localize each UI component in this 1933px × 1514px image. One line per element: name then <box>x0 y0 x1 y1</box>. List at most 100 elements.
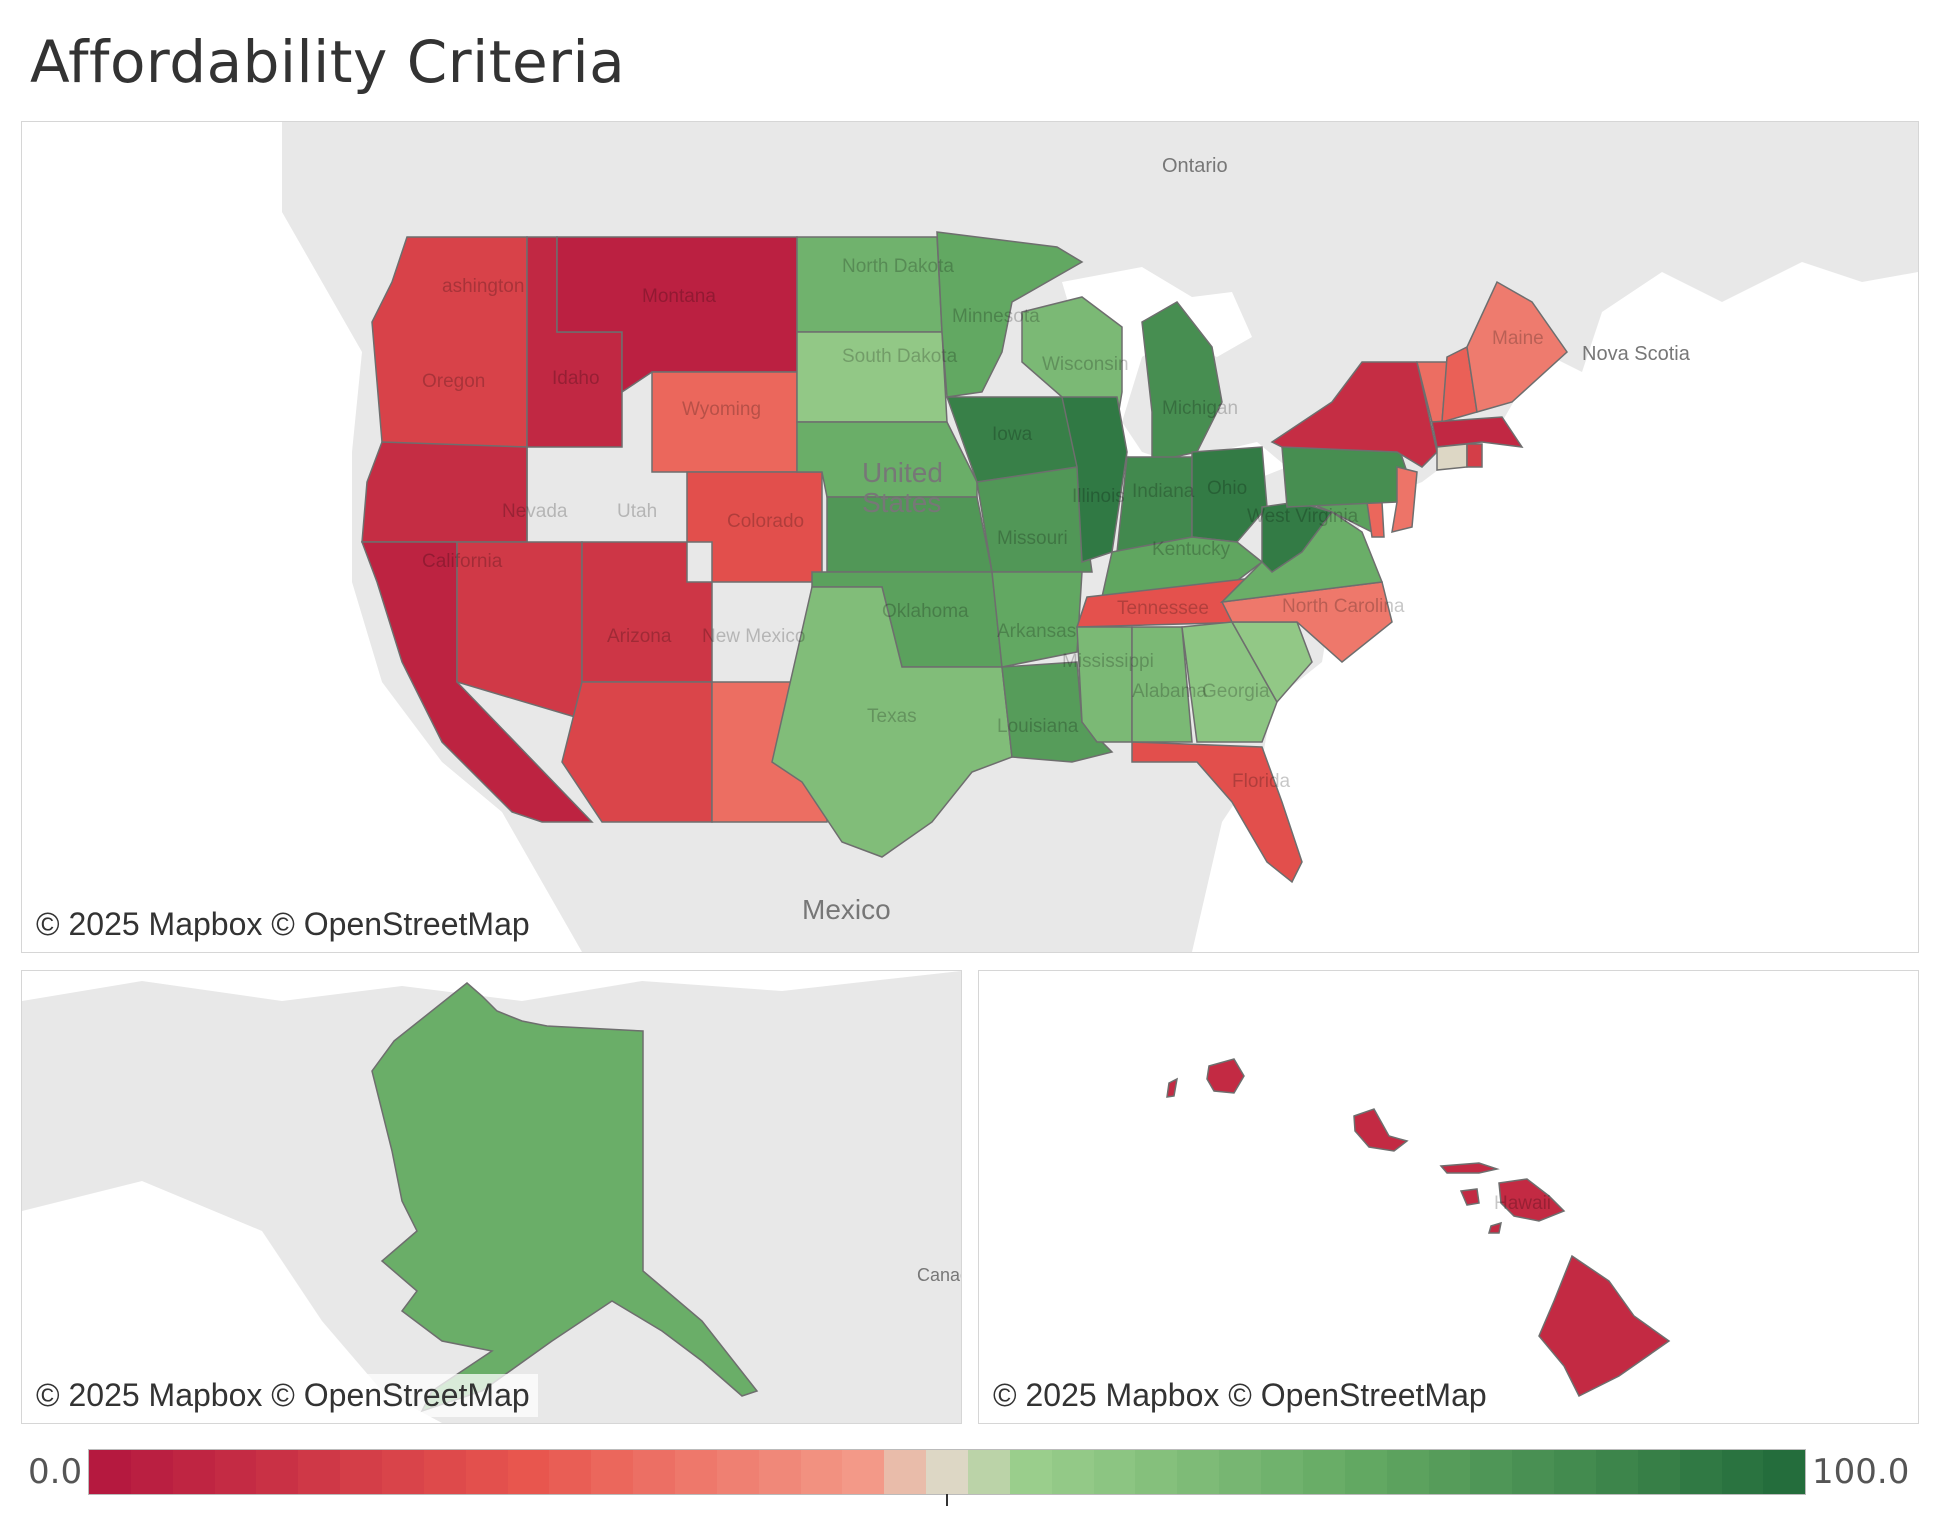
legend-step <box>507 1450 550 1494</box>
legend-step <box>1177 1450 1220 1494</box>
legend-step <box>340 1450 383 1494</box>
label-south-dakota: South Dakota <box>842 346 958 367</box>
basemap-label-nova-scotia: Nova Scotia <box>1582 343 1691 365</box>
legend-step <box>800 1450 843 1494</box>
color-legend-bar[interactable] <box>88 1449 1806 1495</box>
legend-step <box>968 1450 1010 1494</box>
state-georgia[interactable] <box>1181 621 1278 743</box>
legend-step <box>1428 1450 1471 1494</box>
label-north-carolina: North Carolina <box>1282 596 1405 617</box>
state-new-jersey[interactable] <box>1391 466 1418 534</box>
legend-step <box>172 1450 215 1494</box>
state-alabama[interactable] <box>1131 626 1193 743</box>
state-arizona[interactable] <box>561 681 713 823</box>
state-alaska[interactable] <box>371 982 759 1413</box>
legend-midpoint-tick <box>946 1494 948 1506</box>
legend-step <box>1512 1450 1555 1494</box>
label-idaho: Idaho <box>552 368 600 389</box>
label-wisconsin: Wisconsin <box>1042 354 1129 375</box>
state-hawaii-kauai[interactable] <box>1206 1058 1245 1094</box>
label-tennessee: Tennessee <box>1117 598 1209 619</box>
label-michigan: Michigan <box>1162 398 1238 419</box>
legend-step <box>716 1450 759 1494</box>
state-hawaii-molokai[interactable] <box>1439 1162 1500 1174</box>
label-arkansas: Arkansas <box>997 621 1076 642</box>
label-washington: ashington <box>442 276 524 297</box>
legend-step <box>1302 1450 1345 1494</box>
legend-step <box>549 1450 592 1494</box>
label-nevada: Nevada <box>502 501 568 522</box>
legend-step <box>1261 1450 1303 1494</box>
state-michigan[interactable] <box>1141 301 1223 463</box>
label-louisiana: Louisiana <box>997 716 1079 737</box>
legend-step <box>884 1450 927 1494</box>
state-maine[interactable] <box>1466 280 1568 413</box>
legend-step <box>1679 1450 1722 1494</box>
state-labels: ashington Oregon California Idaho Nevada… <box>422 256 1544 792</box>
label-north-dakota: North Dakota <box>842 256 954 277</box>
label-oklahoma: Oklahoma <box>882 601 969 622</box>
state-arkansas[interactable] <box>991 571 1083 668</box>
label-hawaii: Hawaii <box>1494 1193 1551 1214</box>
state-texas[interactable] <box>771 586 1013 858</box>
map-attribution-hawaii[interactable]: © 2025 Mapbox © OpenStreetMap <box>985 1374 1495 1417</box>
state-connecticut[interactable] <box>1436 443 1468 471</box>
state-missouri[interactable] <box>976 466 1093 573</box>
label-kentucky: Kentucky <box>1152 539 1231 560</box>
label-texas: Texas <box>867 706 917 727</box>
state-florida[interactable] <box>1131 741 1303 884</box>
state-massachusetts[interactable] <box>1431 416 1524 448</box>
label-wyoming: Wyoming <box>682 399 761 420</box>
label-utah: Utah <box>617 501 657 522</box>
state-hawaii-big-island[interactable] <box>1538 1254 1671 1398</box>
map-attribution-alaska[interactable]: © 2025 Mapbox © OpenStreetMap <box>28 1374 538 1417</box>
legend-step <box>1344 1450 1387 1494</box>
label-west-virginia: West Virginia <box>1247 506 1359 527</box>
state-hawaii-lanai[interactable] <box>1459 1188 1480 1206</box>
label-mississippi: Mississippi <box>1062 651 1154 672</box>
label-florida: Florida <box>1232 771 1291 792</box>
legend-step <box>758 1450 801 1494</box>
hawaii-map[interactable]: Hawaii © 2025 Mapbox © OpenStreetMap <box>978 970 1919 1424</box>
label-iowa: Iowa <box>992 424 1033 445</box>
label-oregon: Oregon <box>422 371 485 392</box>
state-delaware[interactable] <box>1366 501 1385 538</box>
state-louisiana[interactable] <box>1001 661 1114 763</box>
contiguous-us-map[interactable]: ashington Oregon California Idaho Nevada… <box>21 121 1919 953</box>
us-map-canvas: ashington Oregon California Idaho Nevada… <box>282 122 1918 952</box>
label-new-mexico: New Mexico <box>702 626 805 647</box>
legend-step <box>423 1450 466 1494</box>
state-rhode-island[interactable] <box>1466 443 1483 468</box>
legend-step <box>675 1450 717 1494</box>
state-hawaii-maui[interactable] <box>1498 1178 1566 1222</box>
legend-step <box>1386 1450 1429 1494</box>
legend-step <box>1051 1450 1094 1494</box>
state-ohio[interactable] <box>1191 446 1268 543</box>
state-minnesota[interactable] <box>936 231 1084 398</box>
state-hawaii-niihau[interactable] <box>1166 1077 1178 1098</box>
state-shapes <box>360 231 1568 884</box>
legend-step <box>591 1450 634 1494</box>
state-hawaii-kahoolawe[interactable] <box>1488 1221 1502 1234</box>
label-maine: Maine <box>1492 328 1544 349</box>
state-indiana[interactable] <box>1116 456 1193 553</box>
map-attribution[interactable]: © 2025 Mapbox © OpenStreetMap <box>28 903 538 946</box>
alaska-map[interactable]: Canad © 2025 Mapbox © OpenStreetMap <box>21 970 962 1424</box>
label-minnesota: Minnesota <box>952 306 1040 327</box>
label-missouri: Missouri <box>997 528 1068 549</box>
legend-step <box>298 1450 341 1494</box>
legend-step <box>1219 1450 1262 1494</box>
alaska-map-canvas: Canad <box>22 971 961 1423</box>
state-hawaii-oahu[interactable] <box>1353 1108 1409 1152</box>
state-north-dakota[interactable] <box>796 236 943 333</box>
state-oregon[interactable] <box>361 441 528 543</box>
label-alabama: Alabama <box>1132 681 1207 702</box>
legend-step <box>1763 1450 1806 1494</box>
legend-max-label: 100.0 <box>1812 1452 1910 1492</box>
state-mississippi[interactable] <box>1076 626 1133 743</box>
state-wyoming[interactable] <box>651 371 798 473</box>
basemap-label-united-states-2: States <box>862 487 941 518</box>
legend-step <box>1637 1450 1680 1494</box>
legend-step <box>1135 1450 1178 1494</box>
basemap-label-mexico: Mexico <box>802 894 891 925</box>
